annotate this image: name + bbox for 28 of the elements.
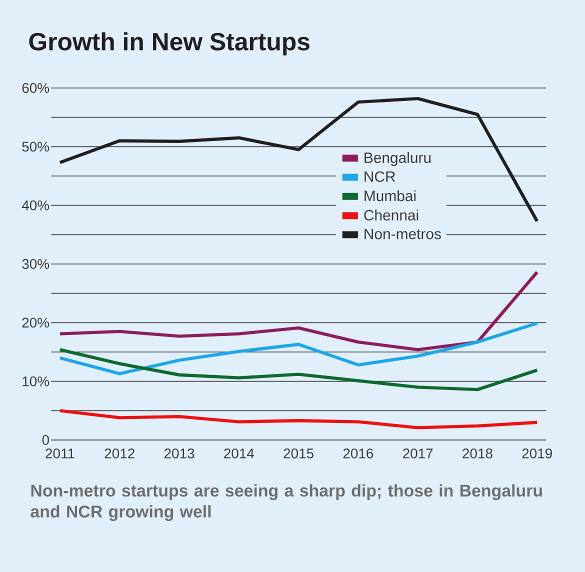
legend-label: Non-metros (364, 228, 441, 240)
line-series (58, 409, 539, 430)
y-tick-label: 20% (22, 318, 50, 328)
line-series (58, 270, 539, 352)
x-tick-label: 2019 (522, 448, 552, 458)
x-tick-label: 2016 (343, 448, 374, 458)
x-tick-label: 2017 (403, 448, 433, 458)
y-tick-label: 40% (22, 200, 50, 210)
legend-label: Mumbai (364, 190, 416, 202)
line-series (58, 96, 539, 223)
x-tick-label: 2013 (164, 448, 194, 458)
text: Non-metro startups are seeing a sharp dip; those in Bengaluru and NCR growing well (30, 484, 542, 521)
x-tick-label: 2011 (46, 448, 74, 458)
x-tick-label: 2012 (104, 448, 134, 458)
x-tick-label: 2014 (224, 448, 254, 458)
y-tick-label: 30% (22, 259, 50, 269)
x-tick-label: 2015 (284, 448, 314, 458)
chart-title: Growth in New Startups (29, 32, 310, 56)
y-tick-label: 10% (22, 376, 50, 386)
y-tick-label: 60% (22, 83, 50, 93)
legend-label: NCR (364, 171, 396, 182)
legend-label: Chennai (364, 210, 418, 220)
line-series (58, 322, 539, 376)
legend-label: Bengaluru (364, 152, 431, 166)
x-tick-label: 2018 (462, 448, 492, 458)
y-tick-label: 0 (42, 435, 49, 445)
line-series (58, 348, 539, 392)
y-tick-label: 50% (22, 142, 50, 152)
